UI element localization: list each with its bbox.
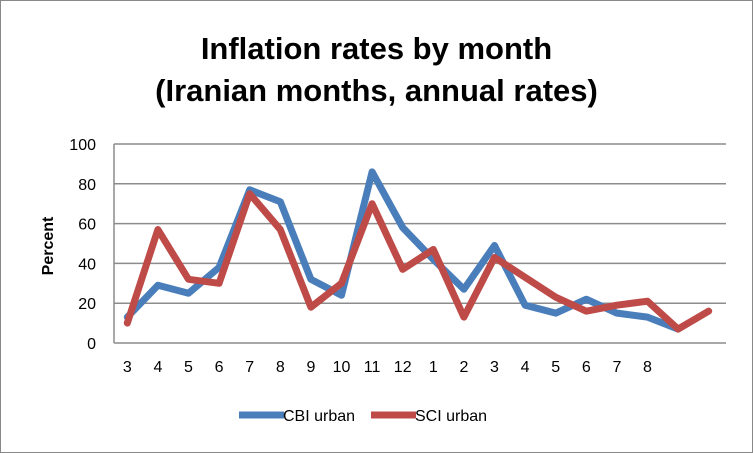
chart-title-line2: (Iranian months, annual rates)	[155, 73, 598, 108]
y-tick-label: 100	[69, 137, 96, 154]
x-tick-label: 8	[276, 359, 285, 376]
y-axis-label: Percent	[40, 216, 57, 275]
y-tick-label: 40	[78, 256, 96, 273]
legend-label: CBI urban	[283, 408, 355, 425]
x-tick-label: 9	[306, 359, 315, 376]
x-tick-label: 6	[215, 359, 224, 376]
chart-title-line1: Inflation rates by month	[200, 31, 553, 66]
x-tick-label: 7	[245, 359, 254, 376]
x-tick-label: 6	[582, 359, 591, 376]
y-tick-label: 80	[78, 177, 96, 194]
x-tick-label: 12	[394, 359, 412, 376]
x-tick-label: 3	[123, 359, 132, 376]
series-line-cbi-urban	[123, 168, 682, 333]
x-tick-label: 3	[490, 359, 499, 376]
x-tick-label: 5	[551, 359, 560, 376]
y-tick-label: 0	[87, 336, 96, 353]
x-tick-label: 4	[521, 359, 530, 376]
y-tick-label: 20	[78, 296, 96, 313]
y-tick-label: 60	[78, 217, 96, 234]
x-tick-label: 4	[153, 359, 162, 376]
x-tick-label: 8	[643, 359, 652, 376]
x-tick-label: 5	[184, 359, 193, 376]
legend-label: SCI urban	[415, 408, 487, 425]
x-tick-label: 1	[429, 359, 438, 376]
x-tick-label: 2	[459, 359, 468, 376]
x-tick-label: 11	[364, 359, 381, 376]
series-line-sci-urban	[123, 190, 713, 333]
x-tick-label: 7	[612, 359, 621, 376]
x-tick-label: 10	[333, 359, 351, 376]
